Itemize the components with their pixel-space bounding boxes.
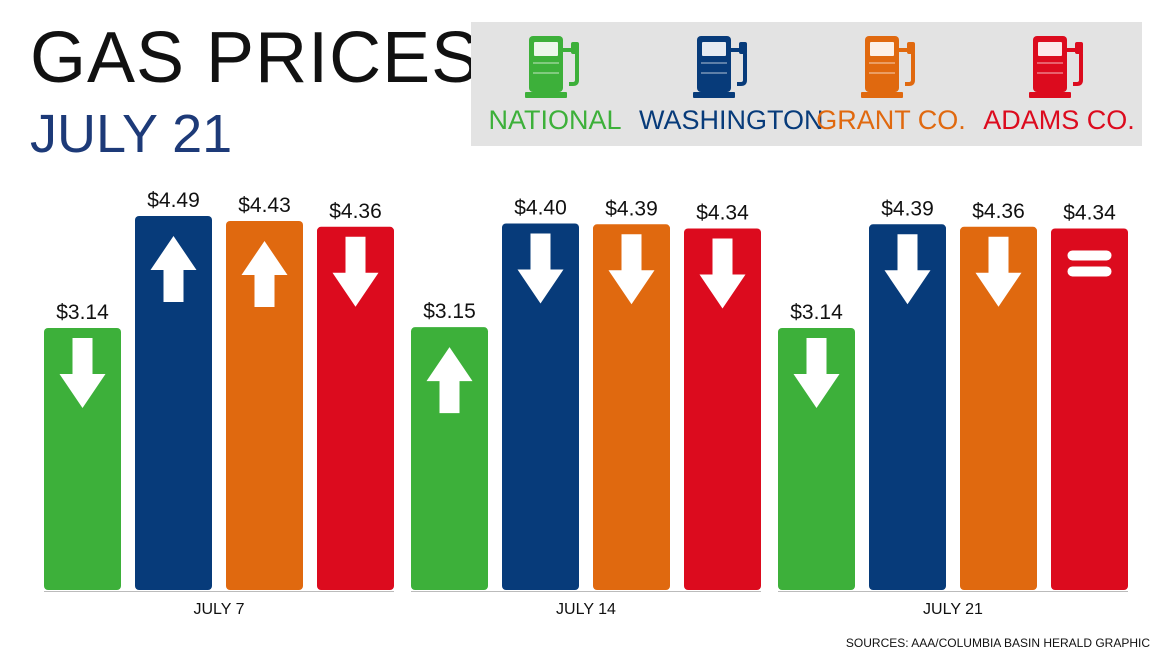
legend-item-grant: GRANT CO. [807, 22, 975, 146]
gas-pump-icon [525, 36, 579, 98]
gas-pump-icon [693, 36, 747, 98]
bar-adams-july-21 [1051, 228, 1128, 590]
value-label-grant-july-7: $4.43 [238, 194, 291, 217]
arrow-down-icon [608, 234, 655, 305]
arrow-down-icon [793, 338, 840, 408]
category-label-july-14: JULY 14 [556, 601, 616, 618]
arrow-up-icon [426, 347, 473, 414]
value-label-national-july-14: $3.15 [423, 300, 476, 323]
bar-washington-july-7 [135, 216, 212, 590]
legend-label-grant: GRANT CO. [816, 105, 966, 135]
value-label-adams-july-14: $4.34 [696, 201, 749, 224]
value-label-washington-july-7: $4.49 [147, 189, 200, 212]
value-label-grant-july-21: $4.36 [972, 200, 1025, 223]
arrow-down-icon [59, 338, 106, 408]
group-baseline [44, 591, 394, 592]
legend-label-washington: WASHINGTON [639, 105, 824, 135]
category-label-july-7: JULY 7 [194, 601, 245, 618]
group-baseline [778, 591, 1128, 592]
arrow-down-icon [884, 234, 931, 305]
bar-grant-july-21 [960, 226, 1037, 590]
bar-washington-july-14 [502, 223, 579, 590]
arrow-down-icon [517, 233, 564, 304]
arrow-up-icon [241, 240, 288, 307]
bar-washington-july-21 [869, 224, 946, 590]
equal-sign-icon [1067, 250, 1112, 277]
legend-item-adams: ADAMS CO. [975, 22, 1143, 146]
page-title: GAS PRICES [30, 18, 481, 98]
legend-item-national: NATIONAL [471, 22, 639, 146]
value-label-washington-july-14: $4.40 [514, 196, 567, 219]
bar-grant-july-14 [593, 224, 670, 590]
gas-pump-icon [1029, 36, 1083, 98]
bar-adams-july-14 [684, 228, 761, 590]
bar-national-july-14 [411, 327, 488, 590]
legend-label-national: NATIONAL [488, 105, 622, 135]
bar-national-july-21 [778, 328, 855, 590]
value-label-grant-july-14: $4.39 [605, 197, 658, 220]
bar-national-july-7 [44, 328, 121, 590]
gas-pump-icon [861, 36, 915, 98]
value-label-adams-july-21: $4.34 [1063, 201, 1116, 224]
source-credit: SOURCES: AAA/COLUMBIA BASIN HERALD GRAPH… [845, 636, 1150, 650]
value-label-adams-july-7: $4.36 [329, 200, 382, 223]
category-label-july-21: JULY 21 [923, 601, 983, 618]
value-label-washington-july-21: $4.39 [881, 197, 934, 220]
legend-item-washington: WASHINGTON [639, 22, 824, 146]
arrow-down-icon [699, 238, 746, 309]
arrow-down-icon [975, 236, 1022, 307]
value-label-national-july-7: $3.14 [56, 301, 109, 324]
value-label-national-july-21: $3.14 [790, 301, 843, 324]
bar-adams-july-7 [317, 226, 394, 590]
bar-grant-july-7 [226, 220, 303, 590]
page-subtitle: JULY 21 [30, 104, 233, 164]
legend-label-adams: ADAMS CO. [983, 105, 1135, 135]
group-baseline [411, 591, 761, 592]
arrow-up-icon [150, 236, 197, 302]
legend: NATIONAL WASHINGTON GRANT CO. ADAMS CO. [471, 22, 1142, 146]
arrow-down-icon [332, 236, 379, 307]
